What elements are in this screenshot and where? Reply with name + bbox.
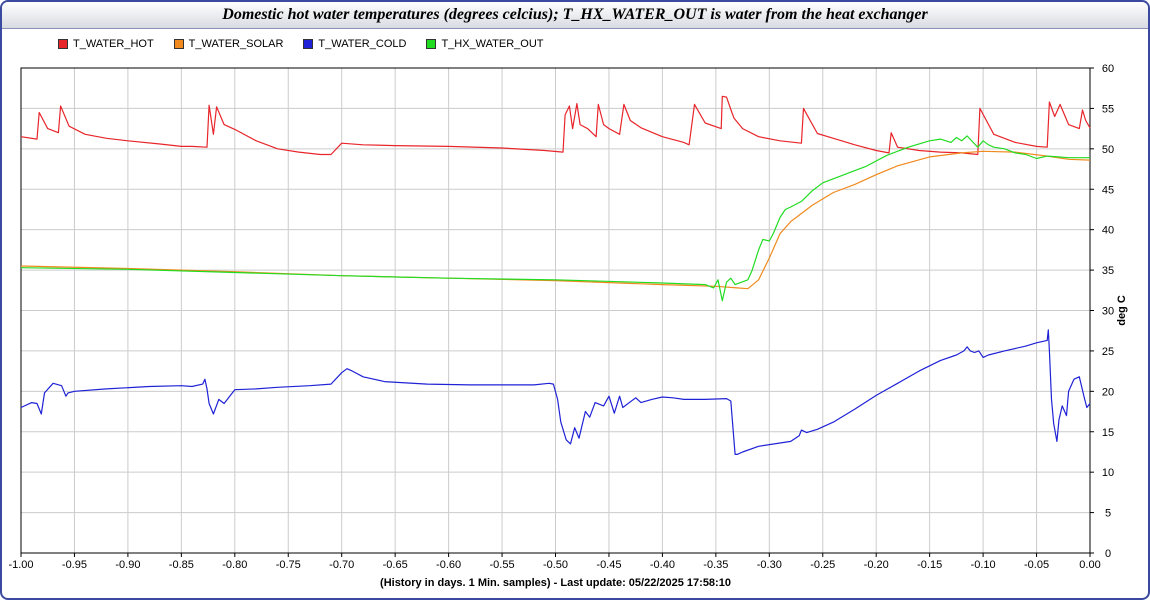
y-tick-label: 55 (1102, 103, 1114, 115)
y-tick-label: 40 (1102, 225, 1114, 237)
series-line-t-water-cold (20, 329, 1091, 455)
x-tick-label: -0.05 (1024, 559, 1049, 571)
legend-item: T_WATER_COLD (303, 38, 406, 50)
x-tick-label: -0.50 (543, 559, 568, 571)
legend: T_WATER_HOT T_WATER_SOLAR T_WATER_COLD T_HX… (58, 38, 544, 50)
x-axis-title: (History in days. 1 Min. samples) - Last… (380, 577, 731, 589)
x-tick-label: -0.55 (490, 559, 515, 571)
title-bar: Domestic hot water temperatures (degrees… (2, 2, 1148, 29)
legend-swatch (173, 39, 184, 49)
y-tick-label: 25 (1102, 346, 1114, 358)
y-tick-label: 0 (1105, 548, 1111, 560)
x-tick-label: -0.60 (436, 559, 461, 571)
legend-label: T_WATER_COLD (318, 38, 407, 50)
x-tick-label: -0.70 (329, 559, 354, 571)
legend-label: T_WATER_SOLAR (188, 38, 284, 50)
y-tick-label: 15 (1102, 427, 1114, 439)
legend-item: T_HX_WATER_OUT (426, 38, 544, 50)
y-tick-label: 45 (1102, 184, 1114, 196)
series-line-t-hx-water-out (20, 135, 1090, 302)
x-tick-label: -0.80 (222, 559, 247, 571)
y-tick-label: 60 (1102, 63, 1114, 75)
y-tick-label: 5 (1105, 508, 1111, 520)
y-tick-label: 20 (1102, 386, 1114, 398)
x-tick-label: -0.35 (703, 559, 728, 571)
legend-label: T_WATER_HOT (73, 38, 154, 50)
x-tick-label: -0.40 (650, 559, 675, 571)
x-tick-label: -0.65 (383, 559, 408, 571)
x-tick-label: 0.00 (1079, 559, 1100, 571)
legend-label: T_HX_WATER_OUT (441, 38, 544, 50)
x-tick-label: -0.10 (971, 559, 996, 571)
y-tick-label: 35 (1102, 265, 1114, 277)
x-tick-label: -0.85 (169, 559, 194, 571)
legend-item: T_WATER_SOLAR (173, 38, 284, 50)
x-tick-label: -1.00 (8, 559, 33, 571)
x-tick-label: -0.30 (757, 559, 782, 571)
legend-item: T_WATER_HOT (58, 38, 154, 50)
y-tick-label: 30 (1102, 306, 1114, 318)
x-tick-label: -0.95 (62, 559, 87, 571)
x-tick-label: -0.20 (864, 559, 889, 571)
y-tick-label: 10 (1102, 467, 1114, 479)
y-axis-title: deg C (1116, 295, 1128, 326)
x-tick-label: -0.90 (115, 559, 140, 571)
x-tick-label: -0.45 (596, 559, 621, 571)
x-tick-label: -0.15 (917, 559, 942, 571)
legend-swatch (426, 39, 437, 49)
y-tick-label: 50 (1102, 144, 1114, 156)
legend-swatch (58, 39, 68, 49)
x-tick-label: -0.75 (276, 559, 301, 571)
chart-title: Domestic hot water temperatures (degrees… (222, 6, 928, 23)
x-tick-label: -0.25 (810, 559, 835, 571)
legend-swatch (303, 39, 314, 49)
